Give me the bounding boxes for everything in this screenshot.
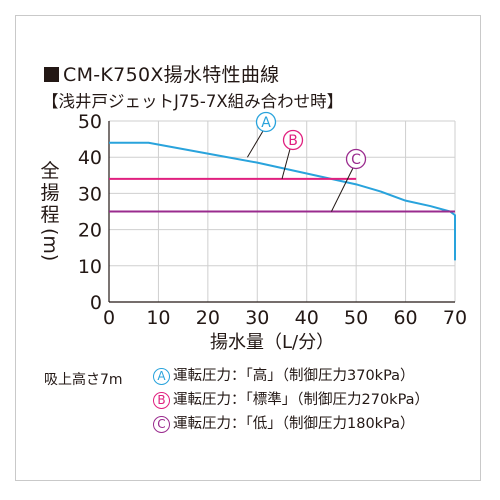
series-annotations: A B C bbox=[246, 111, 367, 212]
x-tick-label: 0 bbox=[103, 307, 115, 329]
annotation-leader-a bbox=[246, 130, 264, 158]
series-lines bbox=[109, 141, 456, 261]
y-axis-label: 全 揚 程 (m) bbox=[35, 160, 65, 266]
y-tick-label: 0 bbox=[90, 292, 102, 314]
annotation-leader-c bbox=[330, 167, 354, 212]
annotation-circle-c bbox=[345, 148, 367, 170]
x-tick-label: 50 bbox=[344, 307, 368, 329]
y-axis-label-char: 程 bbox=[40, 204, 60, 226]
annotation-label-b: B bbox=[288, 133, 298, 149]
annotation-leader-b bbox=[281, 148, 291, 180]
x-tick-label: 40 bbox=[295, 307, 319, 329]
annotation-label-a: A bbox=[261, 115, 271, 131]
y-tick-label: 30 bbox=[78, 183, 102, 205]
legend: A 運転圧力：「高」（制御圧力370kPa） B 運転圧力：「標準」（制御圧力2… bbox=[153, 364, 429, 436]
annotation-label-c: C bbox=[351, 152, 361, 168]
y-tick-label: 20 bbox=[78, 220, 102, 242]
annotation-circle-b bbox=[282, 129, 304, 151]
circled-b-icon: B bbox=[153, 391, 170, 409]
y-tick-label: 10 bbox=[78, 256, 102, 278]
x-axis-label: 揚水量（L/分） bbox=[210, 332, 335, 353]
square-bullet-icon bbox=[44, 67, 59, 82]
y-axis-label-char: 揚 bbox=[40, 182, 60, 204]
legend-item-b: B 運転圧力：「標準」（制御圧力270kPa） bbox=[153, 388, 429, 412]
x-tick-label: 60 bbox=[393, 307, 417, 329]
legend-text: 運転圧力：「標準」（制御圧力270kPa） bbox=[173, 392, 430, 408]
x-tick-label: 70 bbox=[443, 307, 467, 329]
chart-title-text: CM-K750X揚水特性曲線 bbox=[63, 64, 280, 86]
annotation-circle-a bbox=[255, 111, 277, 133]
legend-text: 運転圧力：「低」（制御圧力180kPa） bbox=[173, 416, 415, 432]
chart-frame bbox=[15, 15, 481, 481]
legend-item-a: A 運転圧力：「高」（制御圧力370kPa） bbox=[153, 364, 429, 388]
x-tick-label: 10 bbox=[146, 307, 170, 329]
x-tick-label: 20 bbox=[196, 307, 220, 329]
series-line-a bbox=[109, 141, 456, 261]
y-tick-label: 50 bbox=[78, 111, 102, 133]
y-axis-label-char: 全 bbox=[40, 160, 60, 182]
y-axis-unit: (m) bbox=[39, 228, 61, 262]
x-tick-label: 30 bbox=[245, 307, 269, 329]
legend-text: 運転圧力：「高」（制御圧力370kPa） bbox=[173, 368, 415, 384]
condition-text: 吸上高さ7m bbox=[44, 372, 123, 388]
circled-a-icon: A bbox=[153, 367, 170, 385]
legend-item-c: C 運転圧力：「低」（制御圧力180kPa） bbox=[153, 412, 429, 436]
circled-c-icon: C bbox=[153, 415, 170, 433]
y-tick-label: 40 bbox=[78, 147, 102, 169]
chart-subtitle: 【浅井戸ジェットJ75-7X組み合わせ時】 bbox=[42, 92, 344, 111]
chart-title: CM-K750X揚水特性曲線 bbox=[44, 60, 279, 87]
tick-labels: 0 10 20 30 40 50 60 70 0 10 20 30 40 50 bbox=[78, 111, 467, 329]
